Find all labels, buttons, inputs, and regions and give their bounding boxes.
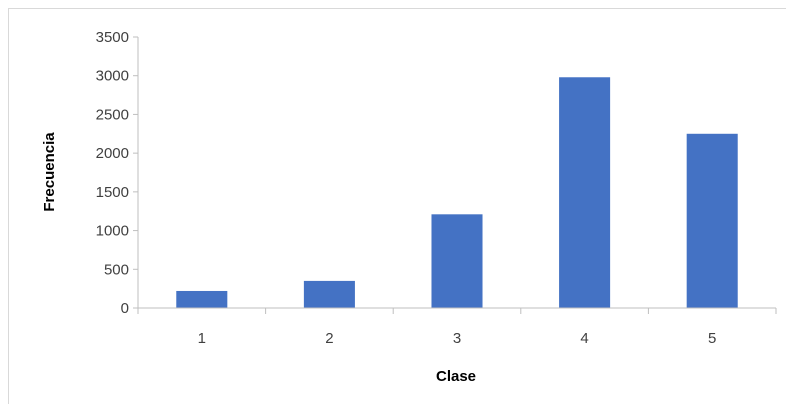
bar — [431, 214, 483, 308]
y-tick-label: 0 — [121, 300, 129, 317]
y-tick-label: 2000 — [96, 145, 129, 162]
y-tick-label: 2500 — [96, 106, 129, 123]
y-tick-label: 500 — [104, 261, 129, 278]
y-axis: 0 500 1000 1500 2000 2500 3000 3500 — [96, 29, 139, 317]
x-tick-label: 5 — [708, 330, 716, 347]
bar — [686, 133, 738, 308]
bars — [176, 77, 738, 309]
x-axis-title: Clase — [436, 368, 476, 385]
y-tick-label: 1000 — [96, 223, 129, 240]
y-tick-label: 3500 — [96, 29, 129, 46]
x-axis: 1 2 3 4 5 — [137, 307, 777, 347]
y-axis-title: Frecuencia — [41, 132, 58, 212]
bar — [303, 280, 355, 308]
x-tick-label: 3 — [453, 330, 461, 347]
x-tick-label: 4 — [580, 330, 588, 347]
y-tick-label: 1500 — [96, 184, 129, 201]
y-tick-label: 3000 — [96, 68, 129, 85]
x-tick-label: 1 — [198, 330, 206, 347]
bar — [559, 77, 611, 309]
bar — [176, 290, 228, 308]
chart-area — [8, 8, 786, 404]
x-tick-label: 2 — [325, 330, 333, 347]
